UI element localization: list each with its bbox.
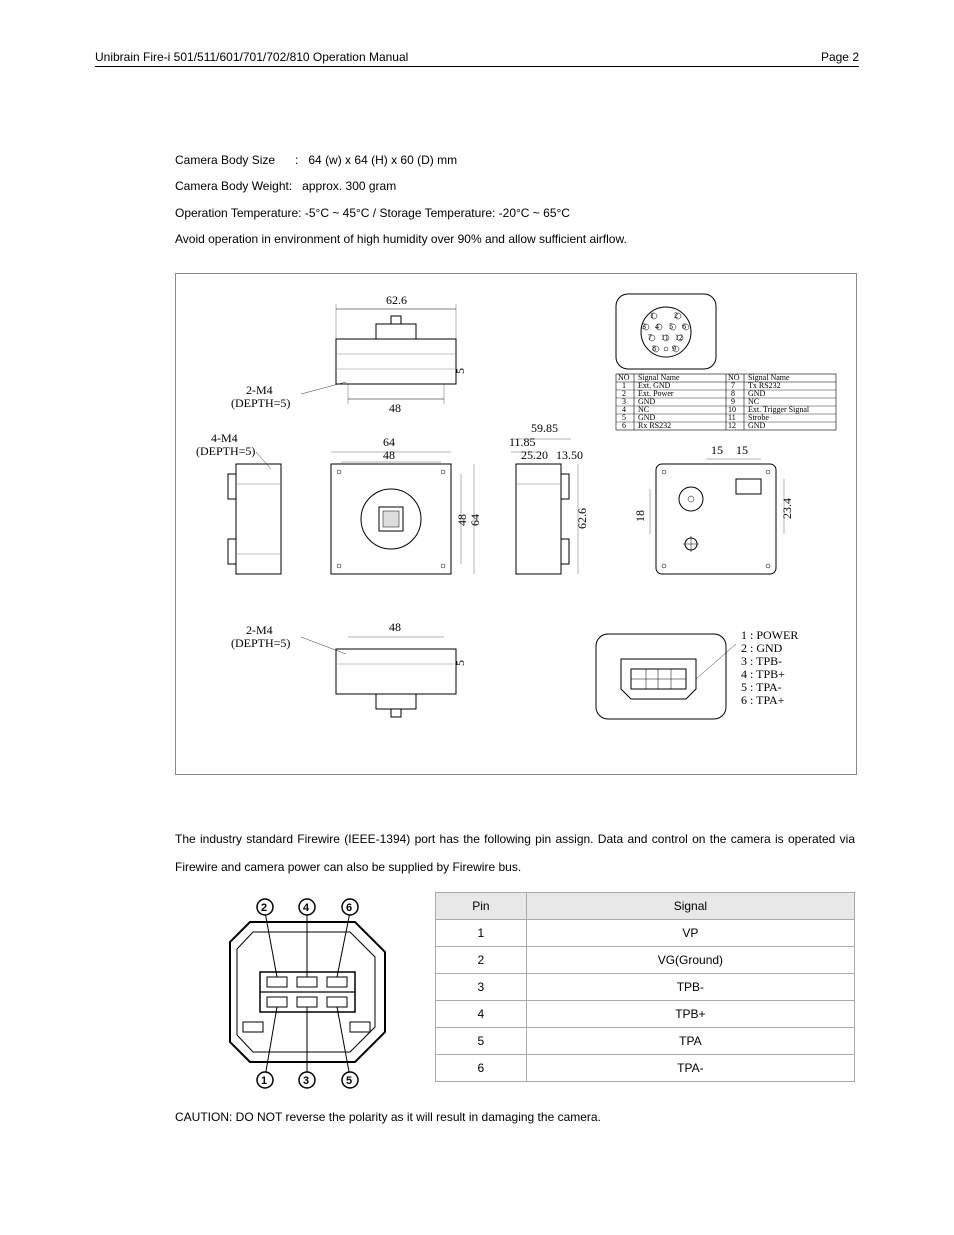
firewire-pin-table: Pin Signal 1VP 2VG(Ground) 3TPB- 4TPB+ 5…	[435, 892, 855, 1082]
dim-5-top: 5	[453, 368, 467, 374]
label-depth5-left: (DEPTH=5)	[196, 444, 255, 458]
fw-th-pin: Pin	[436, 893, 527, 920]
table-row: 5TPA	[436, 1028, 855, 1055]
dim-1350: 13.50	[556, 448, 583, 462]
svg-text:12: 12	[728, 421, 736, 430]
power-legend: 1 : POWER 2 : GND 3 : TPB- 4 : TPB+ 5 : …	[741, 628, 798, 707]
svg-text:9: 9	[672, 344, 676, 353]
dim-626v: 62.6	[575, 508, 589, 529]
dim-15b: 15	[736, 443, 748, 457]
table-row: 6TPA-	[436, 1055, 855, 1082]
dim-15a: 15	[711, 443, 723, 457]
svg-text:2: 2	[674, 311, 678, 320]
spec-block: Camera Body Size : 64 (w) x 64 (H) x 60 …	[95, 147, 859, 253]
svg-text:2 : GND: 2 : GND	[741, 641, 783, 655]
signal-table: NO Signal Name NO Signal Name 1 Ext. GND…	[616, 373, 836, 430]
svg-text:12: 12	[675, 333, 683, 342]
dim-5985: 59.85	[531, 421, 558, 435]
spec-body-weight: Camera Body Weight: approx. 300 gram	[175, 173, 859, 199]
firewire-paragraph: The industry standard Firewire (IEEE-139…	[95, 825, 855, 883]
dim-64v: 64	[468, 514, 482, 526]
dim-48-bot: 48	[389, 620, 401, 634]
dim-2520: 25.20	[521, 448, 548, 462]
fw-th-signal: Signal	[526, 893, 854, 920]
svg-text:1: 1	[261, 1075, 267, 1087]
label-2m4-bot: 2-M4	[246, 623, 273, 637]
label-depth5-bot: (DEPTH=5)	[231, 636, 290, 650]
spec-humidity: Avoid operation in environment of high h…	[175, 226, 859, 252]
dim-48v: 48	[455, 514, 469, 526]
table-row: 2VG(Ground)	[436, 947, 855, 974]
svg-text:4: 4	[303, 902, 310, 914]
header-left: Unibrain Fire-i 501/511/601/701/702/810 …	[95, 50, 408, 64]
svg-text:4: 4	[655, 322, 659, 331]
svg-text:1 : POWER: 1 : POWER	[741, 628, 798, 642]
svg-text:6: 6	[682, 322, 686, 331]
dim-5-bot: 5	[453, 660, 467, 666]
dim-1185: 11.85	[509, 435, 536, 449]
header-right: Page 2	[821, 50, 859, 64]
table-row: 1VP	[436, 920, 855, 947]
svg-text:5: 5	[346, 1075, 352, 1087]
dim-18: 18	[633, 510, 647, 522]
svg-text:2: 2	[261, 902, 267, 914]
mechanical-diagram: 62.6 48 5 2-M4 (DEPTH=5) 4-M4	[175, 273, 857, 775]
svg-text:3 : TPB-: 3 : TPB-	[741, 654, 782, 668]
label-depth5-top: (DEPTH=5)	[231, 396, 290, 410]
svg-text:6: 6	[622, 421, 626, 430]
dim-48-mid: 48	[383, 448, 395, 462]
table-row: 4TPB+	[436, 1001, 855, 1028]
svg-text:8: 8	[652, 344, 656, 353]
svg-text:6: 6	[346, 902, 352, 914]
label-4m4: 4-M4	[211, 431, 238, 445]
svg-text:4 : TPB+: 4 : TPB+	[741, 667, 785, 681]
svg-text:7: 7	[648, 333, 652, 342]
dim-48-top: 48	[389, 401, 401, 415]
svg-text:11: 11	[661, 333, 669, 342]
label-2m4-top: 2-M4	[246, 383, 273, 397]
spec-temp: Operation Temperature: -5°C ~ 45°C / Sto…	[175, 200, 859, 226]
table-row: 3TPB-	[436, 974, 855, 1001]
caution-text: CAUTION: DO NOT reverse the polarity as …	[95, 1110, 859, 1124]
page-header: Unibrain Fire-i 501/511/601/701/702/810 …	[95, 50, 859, 67]
spec-body-size: Camera Body Size : 64 (w) x 64 (H) x 60 …	[175, 147, 859, 173]
svg-text:6 : TPA+: 6 : TPA+	[741, 693, 785, 707]
svg-text:3: 3	[303, 1075, 309, 1087]
svg-text:GND: GND	[748, 421, 766, 430]
dim-62-6: 62.6	[386, 293, 407, 307]
svg-text:3: 3	[642, 322, 646, 331]
svg-text:1: 1	[650, 311, 654, 320]
dim-234: 23.4	[780, 498, 794, 519]
svg-text:5: 5	[669, 322, 673, 331]
firewire-pin-diagram: 2 4 6 1 3 5	[175, 892, 435, 1092]
svg-text:5 : TPA-: 5 : TPA-	[741, 680, 782, 694]
dim-64: 64	[383, 435, 395, 449]
svg-text:Rx RS232: Rx RS232	[638, 421, 671, 430]
